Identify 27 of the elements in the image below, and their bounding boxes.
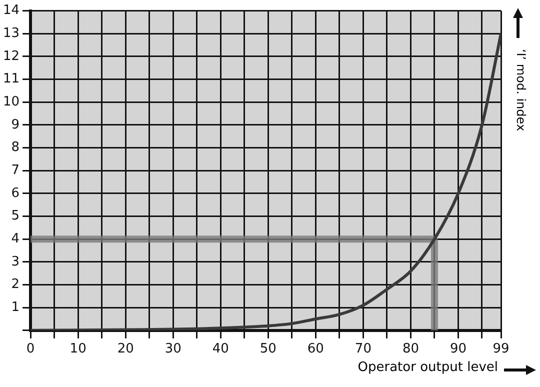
x-tick-label: 20 [117, 342, 134, 357]
y-tick-label: 13 [2, 26, 20, 42]
x-axis-title: Operator output level [358, 360, 498, 375]
y-tick-label: 4 [11, 231, 20, 246]
x-tick-label: 70 [354, 342, 372, 357]
x-tick-label: 0 [26, 342, 35, 357]
x-tick-label: 99 [492, 342, 510, 357]
x-tick-label: 40 [212, 342, 229, 357]
y-tick-label: 11 [2, 72, 20, 87]
x-tick-label: 30 [164, 342, 182, 357]
y-tick-label: 3 [11, 254, 20, 270]
x-tick-label: 60 [307, 342, 324, 357]
y-tick-label: 7 [11, 162, 20, 178]
y-tick-label: 2 [11, 277, 20, 292]
y-tick-label: 6 [11, 186, 20, 201]
y-tick-label: 12 [2, 48, 20, 64]
y-axis-title: ‘I’ mod. index [514, 48, 528, 132]
y-tick-label: 5 [11, 208, 20, 224]
y-tick-label: 9 [11, 117, 20, 132]
x-tick-label: 80 [402, 342, 419, 357]
y-tick-label: 8 [11, 140, 20, 156]
x-tick-label: 90 [450, 342, 467, 357]
x-tick-label: 50 [260, 342, 276, 357]
x-tick-label: 10 [70, 342, 86, 357]
y-tick-label: 10 [2, 94, 20, 110]
y-tick-label: 1 [11, 300, 20, 315]
y-tick-label: 14 [2, 3, 20, 18]
